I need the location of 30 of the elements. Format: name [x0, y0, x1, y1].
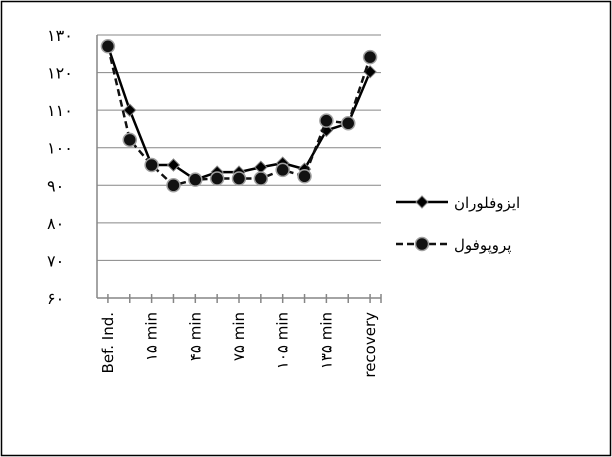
point: [166, 158, 180, 172]
point: [122, 132, 138, 148]
x-tick-label: ۱۵ min: [142, 312, 161, 362]
y-tick-label: ۱۱۰: [47, 101, 73, 120]
x-tick-label: ۴۵ min: [186, 312, 204, 362]
point: [166, 178, 181, 193]
legend-label: ایزوفلوران: [454, 194, 520, 212]
y-tick-label: ۸۰: [47, 214, 64, 233]
x-tick-label: ۷۵ min: [230, 312, 248, 362]
x-tick-label: recovery: [361, 312, 380, 378]
point: [275, 162, 290, 178]
x-tick-label: ۱۰۵ min: [274, 312, 292, 370]
y-tick-label: ۱۰۰: [47, 138, 73, 158]
y-tick-label: ۶۰: [47, 289, 64, 308]
point: [297, 169, 312, 184]
point: [210, 171, 224, 186]
x-tick-label: ۱۳۵ min: [317, 312, 336, 370]
point: [254, 171, 268, 186]
point: [364, 65, 377, 78]
y-tick-label: ۱۳۰: [47, 26, 73, 45]
x-tick-label: Bef. Ind.: [98, 312, 117, 374]
point: [232, 171, 246, 186]
point: [362, 50, 378, 64]
y-tick-label: ۹۰: [47, 176, 64, 196]
point: [319, 113, 334, 128]
point: [123, 104, 136, 117]
legend-label: پروپوفول: [454, 236, 512, 254]
y-tick-label: ۷۰: [47, 251, 64, 270]
y-tick-label: ۱۲۰: [47, 64, 73, 83]
point: [254, 160, 268, 174]
